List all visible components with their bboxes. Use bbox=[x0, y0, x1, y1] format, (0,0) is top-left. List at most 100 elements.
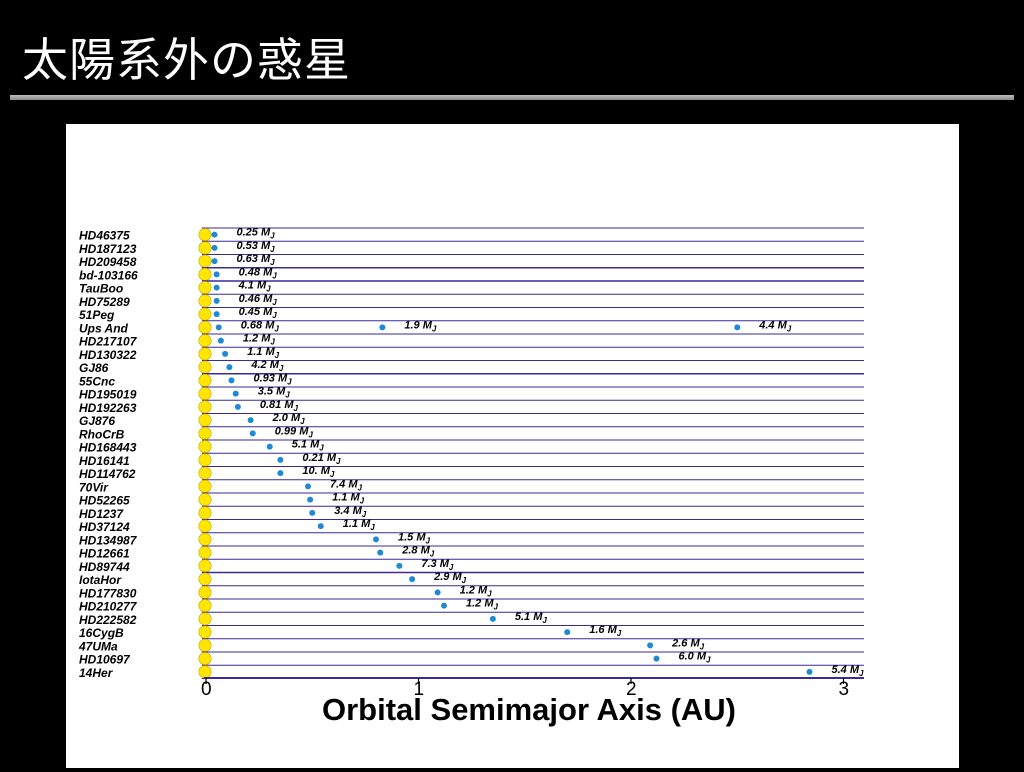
star-rows: HD46375 0.25 MJ HD187123 0.53 MJ HD209458 0.6… bbox=[78, 227, 864, 680]
planet-mass-label: 5.1 MJ bbox=[292, 439, 325, 453]
star-name-label: HD16141 bbox=[79, 454, 130, 468]
star-name-label: HD209458 bbox=[79, 255, 137, 269]
star-marker bbox=[198, 347, 212, 361]
planet-mass-label: 0.48 MJ bbox=[239, 266, 278, 280]
star-name-label: HD217107 bbox=[79, 335, 138, 349]
planet-point bbox=[217, 337, 224, 344]
star-name-label: HD130322 bbox=[79, 348, 137, 362]
planet-mass-label: 5.1 MJ bbox=[515, 611, 548, 625]
planet-point bbox=[647, 642, 654, 649]
planet-point bbox=[213, 297, 220, 304]
planet-mass-label: 1.1 MJ bbox=[343, 518, 376, 532]
planet-mass-label: 1.9 MJ bbox=[404, 319, 437, 333]
star-marker bbox=[198, 519, 212, 533]
star-marker bbox=[198, 532, 212, 546]
x-tick-label: 3 bbox=[839, 679, 850, 700]
planet-point bbox=[396, 562, 403, 569]
planet-point bbox=[377, 549, 384, 556]
star-marker bbox=[198, 479, 212, 493]
planet-mass-label: 0.93 MJ bbox=[254, 372, 293, 386]
planet-point bbox=[226, 364, 233, 371]
planet-point bbox=[317, 523, 324, 530]
planet-mass-label: 2.8 MJ bbox=[401, 545, 435, 559]
star-marker bbox=[198, 254, 212, 268]
planet-point bbox=[249, 430, 256, 437]
planet-point bbox=[234, 403, 241, 410]
star-marker bbox=[198, 453, 212, 467]
planet-point bbox=[305, 483, 311, 490]
x-tick-label: 0 bbox=[201, 679, 212, 700]
star-name-label: 47UMa bbox=[78, 639, 118, 653]
x-axis-title: Orbital Semimajor Axis (AU) bbox=[322, 692, 736, 727]
planet-mass-label: 2.6 MJ bbox=[671, 637, 705, 651]
planet-mass-label: 4.1 MJ bbox=[238, 280, 272, 294]
star-marker bbox=[198, 546, 212, 560]
star-name-label: HD46375 bbox=[79, 229, 130, 243]
planet-point bbox=[222, 350, 229, 357]
star-name-label: 14Her bbox=[79, 666, 114, 680]
star-name-label: HD1237 bbox=[79, 507, 124, 521]
star-name-label: HD89744 bbox=[79, 560, 130, 574]
star-marker bbox=[198, 440, 212, 454]
planet-point bbox=[434, 589, 441, 596]
exoplanet-chart: HD46375 0.25 MJ HD187123 0.53 MJ HD209458 0.6… bbox=[78, 227, 864, 727]
planet-mass-label: 7.3 MJ bbox=[421, 558, 454, 572]
star-name-label: HD52265 bbox=[79, 494, 130, 508]
star-marker bbox=[198, 307, 212, 321]
star-name-label: 51Peg bbox=[79, 308, 115, 322]
planet-point bbox=[277, 470, 284, 477]
star-marker bbox=[198, 241, 212, 255]
star-name-label: GJ86 bbox=[79, 361, 109, 375]
planet-point bbox=[228, 377, 235, 384]
x-tick-label: 1 bbox=[414, 679, 425, 700]
planet-point bbox=[232, 390, 239, 397]
star-name-label: HD222582 bbox=[79, 613, 137, 627]
star-marker bbox=[198, 360, 212, 374]
planet-mass-label: 0.45 MJ bbox=[239, 306, 278, 320]
star-name-label: Ups And bbox=[79, 321, 129, 335]
star-marker bbox=[198, 281, 212, 295]
star-name-label: HD195019 bbox=[79, 388, 137, 402]
planet-point bbox=[277, 456, 284, 463]
planet-mass-label: 0.25 MJ bbox=[237, 227, 276, 241]
planet-point bbox=[266, 443, 273, 450]
star-marker bbox=[198, 413, 212, 427]
star-name-label: HD134987 bbox=[79, 533, 138, 547]
planet-mass-label: 1.6 MJ bbox=[589, 624, 622, 638]
star-name-label: TauBoo bbox=[79, 282, 123, 296]
planet-mass-label: 4.4 MJ bbox=[758, 319, 792, 333]
planet-point bbox=[564, 629, 571, 636]
star-name-label: HD12661 bbox=[79, 547, 130, 561]
star-marker bbox=[198, 466, 212, 480]
star-marker bbox=[198, 267, 212, 281]
star-name-label: HD177830 bbox=[79, 586, 137, 600]
planet-point bbox=[373, 536, 379, 543]
planet-mass-label: 0.81 MJ bbox=[260, 399, 299, 413]
planet-mass-label: 1.1 MJ bbox=[247, 346, 280, 360]
star-marker bbox=[198, 426, 212, 440]
star-marker bbox=[198, 638, 212, 652]
star-name-label: GJ876 bbox=[79, 414, 115, 428]
slide-title: 太陽系外の惑星 bbox=[22, 33, 351, 87]
planet-point bbox=[211, 231, 218, 238]
planet-mass-label: 6.0 MJ bbox=[679, 651, 712, 665]
chart-panel: HD46375 0.25 MJ HD187123 0.53 MJ HD209458 0.6… bbox=[66, 124, 959, 768]
x-axis: 0 1 2 3 bbox=[201, 677, 864, 700]
star-marker bbox=[198, 665, 212, 679]
star-name-label: HD192263 bbox=[79, 401, 137, 415]
planet-point bbox=[213, 311, 220, 318]
star-name-label: HD187123 bbox=[79, 242, 137, 256]
star-marker bbox=[198, 228, 212, 242]
planet-mass-label: 1.1 MJ bbox=[332, 492, 365, 506]
star-name-label: 55Cnc bbox=[79, 374, 115, 388]
planet-mass-label: 0.63 MJ bbox=[237, 253, 276, 267]
star-marker bbox=[198, 387, 212, 401]
planet-point bbox=[379, 324, 386, 331]
star-marker bbox=[198, 400, 212, 414]
planet-point bbox=[213, 271, 220, 278]
star-name-label: RhoCrB bbox=[79, 427, 125, 441]
star-marker bbox=[198, 373, 212, 387]
star-name-label: bd-103166 bbox=[79, 268, 138, 282]
star-name-label: 16CygB bbox=[79, 626, 124, 640]
planet-mass-label: 0.53 MJ bbox=[237, 240, 276, 254]
